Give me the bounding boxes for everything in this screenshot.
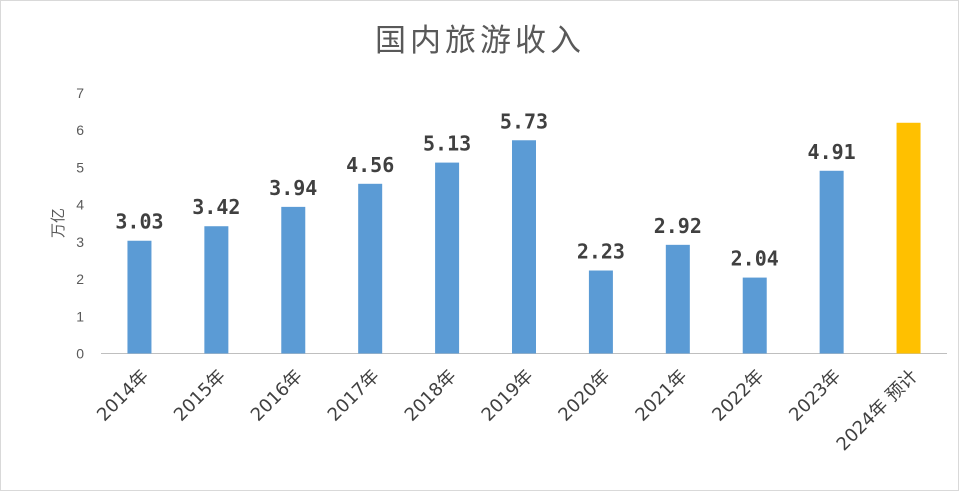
x-tick-label: 2017年 (324, 366, 384, 426)
bar-6 (588, 270, 613, 354)
x-tick-label: 2021年 (631, 366, 691, 426)
x-tick-label: 2015年 (170, 366, 230, 426)
y-tick-label: 0 (76, 346, 84, 362)
bar-2 (281, 206, 306, 354)
data-label-5: 5.73 (500, 109, 548, 133)
x-tick-label: 2023年 (785, 366, 845, 426)
y-tick-label: 7 (76, 85, 84, 101)
data-label-2: 3.94 (269, 176, 317, 200)
x-tick-label: 2020年 (554, 366, 614, 426)
bar-1 (204, 226, 229, 354)
y-tick-label: 1 (76, 308, 84, 324)
bar-3 (358, 183, 383, 354)
x-axis-ticks: 2014年 2015年 2016年 2017年 2018年 2019年 2020年 2021年… (93, 366, 922, 455)
bar-0 (127, 240, 152, 354)
data-label-1: 3.42 (192, 195, 240, 219)
x-tick-label: 2018年 (401, 366, 461, 426)
y-tick-label: 3 (76, 234, 84, 250)
data-labels-group: 3.03 3.42 3.94 4.56 5.13 5.73 2.23 2.92 2.04 4.91 (115, 109, 855, 270)
data-label-3: 4.56 (346, 153, 394, 177)
data-label-8: 2.04 (731, 247, 779, 271)
data-label-6: 2.23 (577, 240, 625, 264)
chart-title: 国内旅游收入 (375, 23, 585, 59)
y-tick-label: 2 (76, 271, 84, 287)
x-tick-label: 2022年 (708, 366, 768, 426)
bars-group (127, 122, 921, 354)
data-label-7: 2.92 (654, 214, 702, 238)
x-tick-label: 2019年 (478, 366, 538, 426)
x-tick-label: 2016年 (247, 366, 307, 426)
y-axis-label: 万亿 (49, 208, 67, 238)
y-axis-ticks: 0 1 2 3 4 5 6 7 (76, 85, 84, 362)
x-tick-label: 2014年 (93, 366, 153, 426)
data-label-0: 3.03 (115, 210, 163, 234)
y-tick-label: 5 (76, 159, 84, 175)
bar-8 (742, 277, 767, 354)
x-tick-label: 2024年 预计 (833, 366, 922, 455)
bar-5 (512, 140, 536, 354)
bar-9 (819, 170, 844, 354)
y-tick-label: 4 (76, 197, 84, 213)
data-label-9: 4.91 (808, 140, 856, 164)
bar-4 (435, 162, 460, 354)
y-tick-label: 6 (76, 122, 84, 138)
data-label-4: 5.13 (423, 132, 471, 156)
bar-7 (665, 244, 690, 354)
bar-10 (896, 122, 921, 354)
